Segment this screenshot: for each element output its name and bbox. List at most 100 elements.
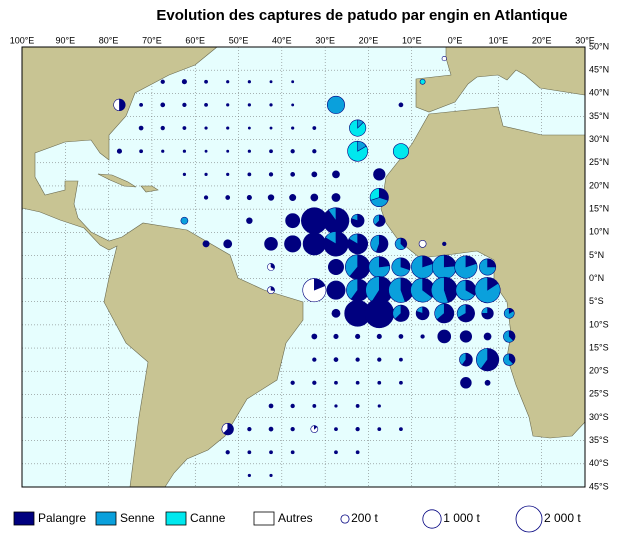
catch-pie	[479, 258, 497, 276]
catch-pie	[269, 473, 273, 478]
catch-pie	[377, 427, 382, 431]
catch-pie	[202, 240, 210, 248]
catch-pie	[434, 303, 455, 324]
legend-label: Canne	[190, 511, 226, 525]
map-frame	[21, 46, 586, 488]
americas	[21, 46, 304, 488]
pie-wedge	[374, 214, 386, 227]
catch-pie	[290, 380, 295, 385]
catch-pie	[290, 149, 295, 154]
legend-swatch	[13, 511, 35, 526]
catch-pie	[418, 239, 427, 248]
pie-wedge	[377, 357, 382, 362]
catch-pie	[116, 148, 122, 154]
pie-wedge	[247, 149, 251, 153]
catch-pie	[311, 171, 318, 178]
catch-pie	[247, 426, 252, 432]
longitude-label: 50°E	[229, 35, 249, 45]
catch-pie	[181, 79, 187, 85]
catch-pie	[204, 172, 208, 176]
catch-pie	[326, 280, 346, 300]
catch-pie	[377, 380, 382, 385]
latitude-label: 25°N	[589, 157, 609, 167]
legend-label: Autres	[278, 511, 313, 525]
pie-wedge	[264, 237, 278, 251]
pie-wedge	[334, 380, 338, 385]
catch-pie	[373, 168, 386, 181]
pie-wedge	[355, 333, 361, 340]
catch-pie	[312, 149, 317, 154]
catch-pie	[388, 277, 414, 303]
catch-pie	[333, 357, 339, 362]
catch-pie	[323, 231, 349, 257]
catch-pie	[476, 348, 500, 372]
catch-pie	[399, 427, 403, 431]
catch-pie	[484, 379, 491, 386]
catch-pie	[437, 329, 452, 344]
pie-wedge	[355, 426, 360, 432]
catch-pie	[456, 304, 475, 323]
pie-wedge	[182, 149, 187, 153]
catch-pie	[350, 213, 365, 228]
cuba	[97, 173, 137, 188]
catch-pie	[331, 193, 341, 202]
catch-pie	[268, 426, 274, 432]
pie-wedge	[355, 357, 360, 362]
pie-wedge	[437, 329, 452, 344]
pie-wedge	[267, 263, 275, 271]
pie-wedge	[334, 427, 338, 431]
legend-swatch	[165, 511, 187, 526]
pie-wedge	[268, 172, 274, 177]
catch-pie	[399, 357, 403, 362]
catch-pie	[442, 241, 447, 246]
pie-wedge	[290, 149, 295, 154]
pie-wedge	[246, 217, 253, 224]
catch-pie	[310, 425, 319, 433]
pie-wedge	[332, 170, 340, 179]
catch-pie	[432, 254, 457, 280]
catch-pie	[226, 103, 230, 107]
pie-wedge	[388, 277, 406, 303]
catch-pie	[264, 237, 278, 251]
catch-pie	[369, 188, 389, 208]
pie-wedge	[290, 426, 295, 432]
catch-pie	[503, 353, 516, 366]
pie-wedge	[459, 352, 467, 366]
catch-pie	[247, 149, 251, 153]
pie-wedge	[326, 95, 346, 114]
pie-wedge	[312, 357, 317, 362]
catch-pie	[430, 276, 458, 304]
catch-pie	[334, 450, 338, 455]
catch-pie	[503, 307, 515, 319]
catch-pie	[226, 172, 230, 176]
catch-pie	[225, 195, 231, 200]
pie-wedge	[456, 304, 467, 319]
pie-wedge	[369, 188, 380, 201]
pie-wedge	[331, 308, 341, 318]
pie-wedge	[355, 380, 360, 385]
legend-label: Palangre	[38, 511, 86, 525]
pie-wedge	[331, 193, 341, 202]
pie-wedge	[476, 348, 488, 370]
latitude-label: 35°S	[589, 435, 609, 445]
catch-pie	[226, 126, 230, 130]
pie-wedge	[326, 280, 346, 300]
catch-pie	[291, 126, 295, 130]
latitude-label: 15°S	[589, 342, 609, 352]
pie-wedge	[503, 353, 514, 366]
catch-pie	[180, 216, 189, 225]
catch-pie	[460, 377, 472, 389]
catch-pie	[334, 427, 338, 431]
catch-pie	[483, 332, 492, 341]
pie-wedge	[474, 277, 501, 304]
catch-pie	[139, 103, 143, 107]
pie-wedge	[398, 334, 404, 339]
catch-pie	[310, 193, 319, 202]
pie-wedge	[160, 102, 166, 108]
latitude-label: 35°N	[589, 111, 609, 121]
latitude-label: 20°S	[589, 366, 609, 376]
pie-wedge	[479, 258, 497, 276]
pie-wedge	[346, 278, 358, 300]
catch-pie	[161, 149, 165, 153]
